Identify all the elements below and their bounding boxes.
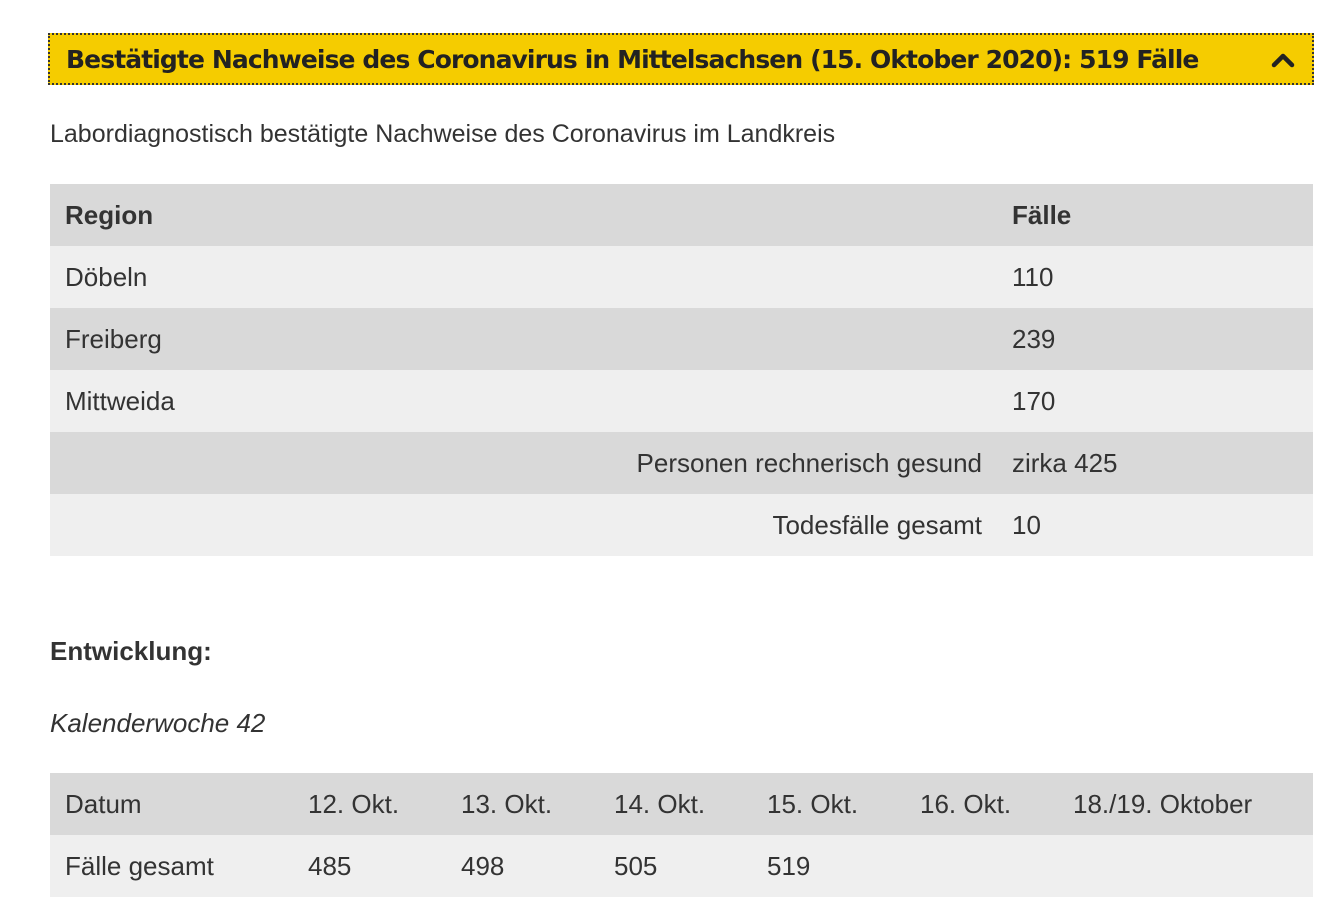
summary-row-deaths: Todesfälle gesamt 10 xyxy=(50,494,1313,556)
column-header-day: 13. Okt. xyxy=(461,788,553,819)
week-label: Kalenderwoche 42 xyxy=(50,708,266,738)
development-heading: Entwicklung: xyxy=(50,636,212,666)
table-header-row: Datum 12. Okt. 13. Okt. 14. Okt. 15. Okt… xyxy=(50,773,1313,835)
development-table: Datum 12. Okt. 13. Okt. 14. Okt. 15. Okt… xyxy=(50,773,1313,897)
cases-total-cell: 485 xyxy=(308,850,352,881)
accordion-header[interactable]: Bestätigte Nachweise des Coronavirus in … xyxy=(48,33,1314,85)
summary-label: Personen rechnerisch gesund xyxy=(636,447,982,478)
summary-label: Todesfälle gesamt xyxy=(772,509,982,540)
column-header-day: 15. Okt. xyxy=(767,788,859,819)
column-header-date: Datum xyxy=(65,788,142,819)
column-header-day: 14. Okt. xyxy=(614,788,706,819)
table-header-row: Region Fälle xyxy=(50,184,1313,246)
region-cell: Döbeln xyxy=(65,261,148,292)
cases-cell: 170 xyxy=(1012,385,1056,416)
table-row: Mittweida 170 xyxy=(50,370,1313,432)
cases-table: Region Fälle Döbeln 110 Freiberg 239 Mit… xyxy=(50,184,1313,556)
column-header-day: 16. Okt. xyxy=(920,788,1012,819)
table-row: Fälle gesamt 485 498 505 519 xyxy=(50,835,1313,897)
intro-text: Labordiagnostisch bestätigte Nachweise d… xyxy=(50,120,836,148)
column-header-region: Region xyxy=(65,199,154,230)
table-row: Freiberg 239 xyxy=(50,308,1313,370)
accordion-title: Bestätigte Nachweise des Coronavirus in … xyxy=(66,45,1199,74)
cases-cell: 239 xyxy=(1012,323,1056,354)
cases-total-cell xyxy=(905,835,1058,897)
summary-value: zirka 425 xyxy=(1012,447,1118,478)
cases-total-cell xyxy=(1058,835,1313,897)
summary-row-recovered: Personen rechnerisch gesund zirka 425 xyxy=(50,432,1313,494)
row-label: Fälle gesamt xyxy=(65,850,214,881)
summary-value: 10 xyxy=(1012,509,1041,540)
chevron-up-icon[interactable] xyxy=(1270,47,1296,73)
table-row: Döbeln 110 xyxy=(50,246,1313,308)
column-header-day: 12. Okt. xyxy=(308,788,400,819)
column-header-cases: Fälle xyxy=(1012,199,1072,230)
cases-total-cell: 519 xyxy=(767,850,811,881)
region-cell: Mittweida xyxy=(65,385,175,416)
cases-total-cell: 505 xyxy=(614,850,658,881)
cases-cell: 110 xyxy=(1012,261,1054,292)
column-header-day: 18./19. Oktober xyxy=(1073,788,1253,819)
cases-total-cell: 498 xyxy=(461,850,505,881)
region-cell: Freiberg xyxy=(65,323,162,354)
